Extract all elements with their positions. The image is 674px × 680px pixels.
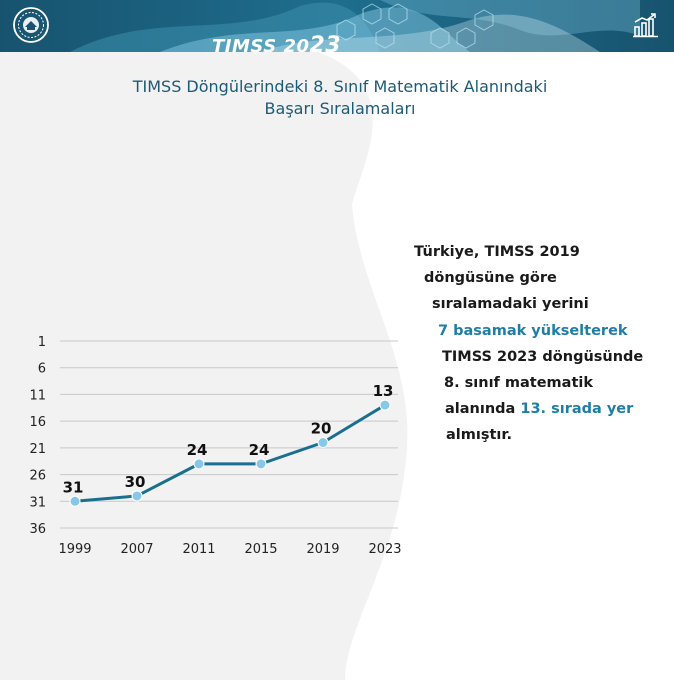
- data-point: [69, 495, 81, 507]
- info-line-8: almıştır.: [446, 427, 512, 443]
- x-tick-label: 2011: [182, 542, 215, 557]
- data-label: 20: [311, 420, 332, 438]
- ministry-seal-icon: [13, 7, 49, 43]
- brand-wordmark: TIMSS 2023: [212, 33, 341, 58]
- x-tick-label: 2015: [244, 542, 277, 557]
- info-line-6: 8. sınıf matematik: [444, 375, 593, 391]
- x-tick-label: 2019: [306, 542, 339, 557]
- x-tick-label: 2023: [368, 542, 401, 557]
- info-line-7-text: alanında: [445, 401, 521, 417]
- brand-suffix: 23: [309, 33, 342, 58]
- x-tick-label: 1999: [58, 542, 91, 557]
- data-point: [255, 458, 267, 470]
- y-tick-label: 21: [29, 442, 46, 457]
- x-tick-label: 2007: [120, 542, 153, 557]
- y-tick-label: 6: [38, 362, 46, 377]
- data-label: 24: [187, 441, 208, 459]
- info-line-3: sıralamadaki yerini: [432, 296, 589, 312]
- y-tick-label: 26: [29, 469, 46, 484]
- info-line-5: TIMSS 2023 döngüsünde: [442, 349, 644, 365]
- series-line: [74, 403, 386, 503]
- y-tick-label: 31: [29, 495, 46, 510]
- info-line-1: Türkiye, TIMSS 2019: [414, 244, 580, 260]
- header-banner: [0, 0, 674, 52]
- info-line-4: 7 basamak yükselterek: [438, 323, 628, 339]
- info-line-7-highlight: 13. sırada yer: [520, 401, 634, 417]
- y-tick-label: 11: [29, 388, 46, 403]
- chart-title-line-1: TIMSS Döngülerindeki 8. Sınıf Matematik …: [132, 77, 548, 96]
- brand-prefix: TIMSS 20: [212, 36, 310, 57]
- data-point: [131, 490, 143, 502]
- data-point: [193, 458, 205, 470]
- data-label: 13: [373, 382, 394, 400]
- data-label: 24: [249, 441, 270, 459]
- bar-chart-growth-icon: [633, 13, 658, 38]
- chart-title: TIMSS Döngülerindeki 8. Sınıf Matematik …: [60, 76, 620, 120]
- data-point: [379, 399, 391, 411]
- data-label: 31: [63, 478, 84, 496]
- y-tick-label: 16: [29, 415, 46, 430]
- y-tick-label: 36: [29, 522, 46, 537]
- y-tick-label: 1: [38, 335, 46, 350]
- chart-title-line-2: Başarı Sıralamaları: [264, 99, 416, 118]
- data-label: 30: [125, 473, 146, 491]
- info-line-2: döngüsüne göre: [424, 270, 557, 286]
- data-point: [317, 437, 329, 449]
- info-line-7: alanında 13. sırada yer: [445, 401, 633, 417]
